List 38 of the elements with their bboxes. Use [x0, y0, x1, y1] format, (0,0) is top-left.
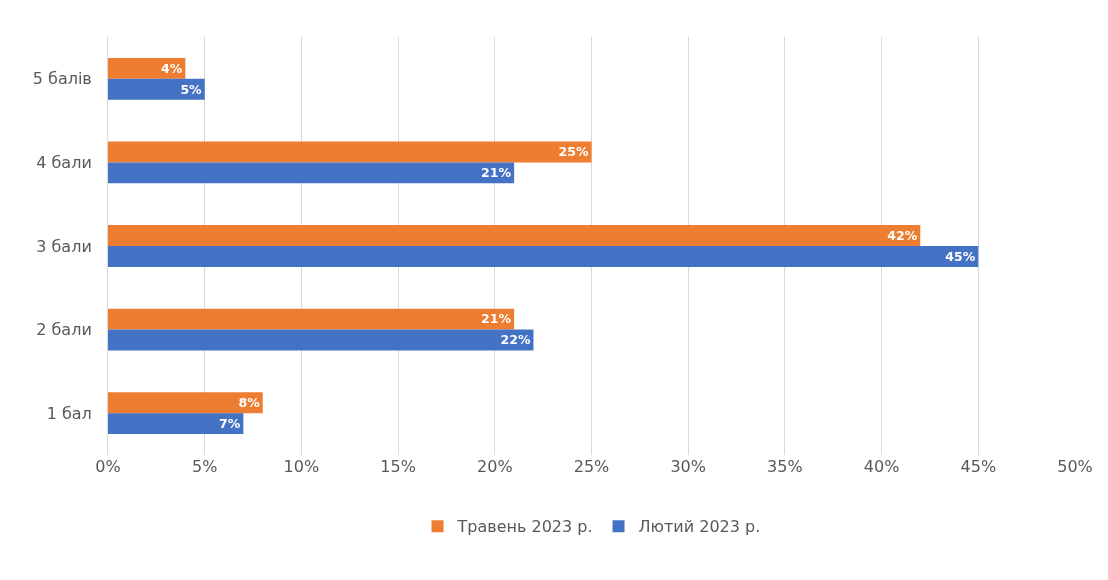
bar — [108, 413, 244, 435]
bar — [108, 246, 979, 267]
legend-label: Травень 2023 р. — [456, 517, 593, 537]
x-tick-label: 40% — [863, 457, 900, 476]
data-label: 4% — [161, 60, 183, 76]
data-label: 21% — [481, 165, 512, 181]
x-tick-label: 25% — [573, 457, 610, 476]
bar — [108, 308, 515, 330]
y-tick-label: 4 бали — [36, 153, 92, 172]
bar — [108, 78, 205, 100]
legend-label: Лютий 2023 р. — [638, 517, 761, 537]
x-tick-label: 10% — [283, 457, 320, 476]
x-tick-label: 15% — [380, 457, 416, 476]
x-tick-label: 5% — [192, 457, 218, 476]
data-label: 22% — [500, 332, 531, 348]
bar — [108, 57, 186, 79]
data-label: 7% — [219, 415, 241, 431]
x-tick-label: 20% — [477, 457, 513, 476]
x-tick-label: 30% — [670, 457, 706, 476]
x-tick-label: 45% — [960, 457, 997, 476]
bar — [108, 392, 263, 414]
x-tick-label: 50% — [1057, 457, 1093, 476]
x-tick-label: 0% — [95, 457, 121, 476]
data-label: 5% — [180, 81, 203, 97]
y-tick-label: 1 бал — [46, 403, 92, 423]
y-tick-label: 3 бали — [36, 236, 92, 256]
data-label: 25% — [558, 144, 589, 160]
bar — [108, 141, 592, 163]
bar — [108, 329, 534, 351]
bar — [108, 162, 515, 184]
x-tick-label: 35% — [767, 457, 803, 476]
bar — [108, 225, 921, 246]
y-tick-label: 2 бали — [36, 320, 92, 340]
y-tick-label: 5 балів — [32, 69, 92, 89]
data-label: 8% — [238, 395, 261, 411]
data-label: 42% — [887, 227, 918, 243]
data-label: 21% — [481, 311, 512, 327]
data-label: 45% — [945, 248, 976, 264]
